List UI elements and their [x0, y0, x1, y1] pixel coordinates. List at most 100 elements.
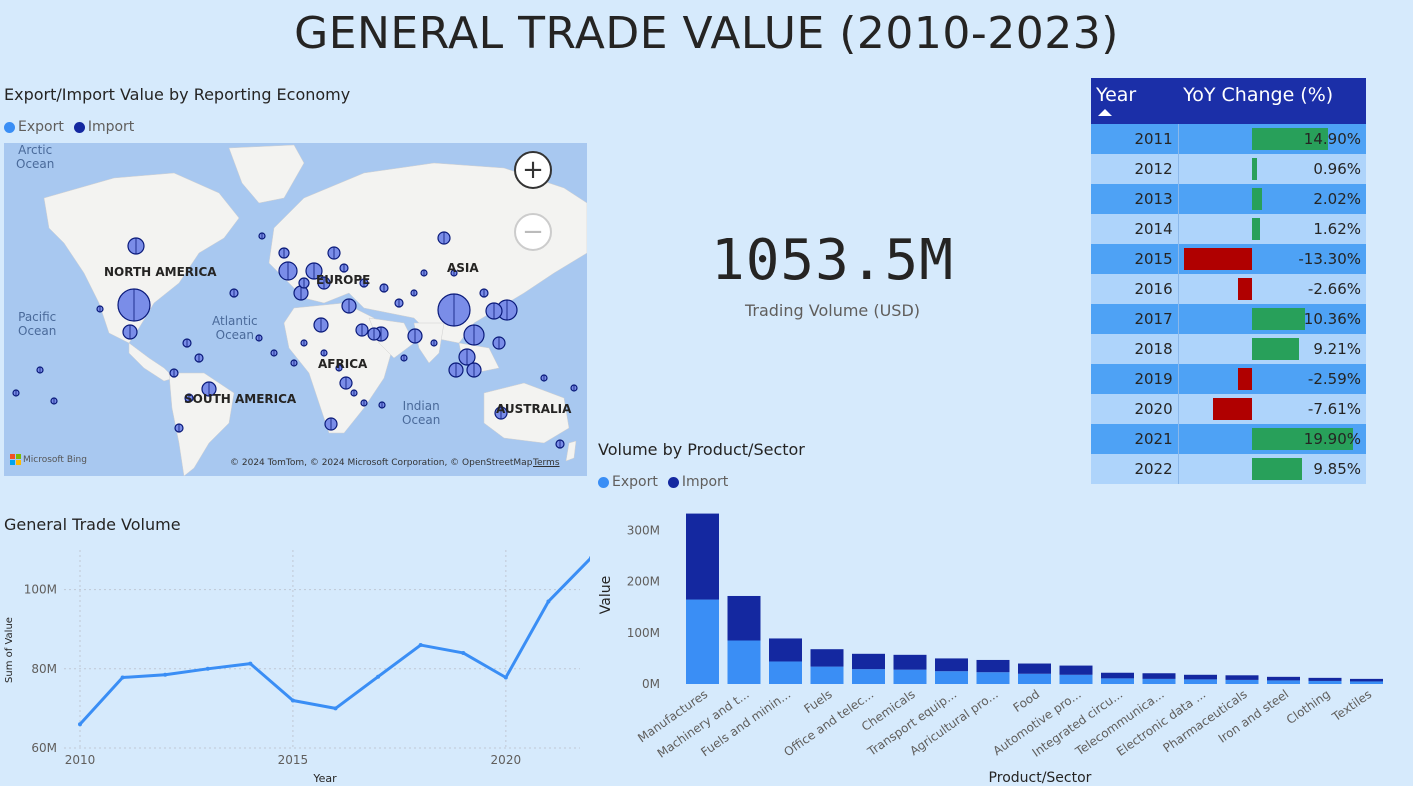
import-bar[interactable] [935, 658, 968, 672]
line-point[interactable] [78, 722, 82, 727]
yoy-table-row[interactable]: 2022 9.85% [1091, 454, 1366, 484]
bar-legend-import[interactable]: Import [667, 474, 728, 490]
yoy-change-cell: -2.59% [1178, 364, 1366, 394]
export-bar[interactable] [1350, 681, 1383, 684]
import-bar[interactable] [727, 595, 761, 641]
map-bubbles [12, 231, 578, 449]
bar-legend: Export Import [598, 474, 732, 490]
yoy-table-row[interactable]: 2013 2.02% [1091, 184, 1366, 214]
yoy-table-row[interactable]: 2021 19.90% [1091, 424, 1366, 454]
map-legend: Export Import [4, 119, 138, 135]
import-bar[interactable] [810, 649, 844, 667]
line-point[interactable] [248, 661, 253, 666]
line-point[interactable] [589, 556, 590, 560]
central-america-shape [128, 342, 175, 382]
positive-data-bar [1251, 338, 1299, 360]
line-point[interactable] [376, 674, 381, 679]
legend-export[interactable]: Export [4, 119, 64, 135]
trade-volume-line[interactable] [78, 556, 590, 726]
line-point[interactable] [333, 706, 338, 711]
year-cell: 2017 [1091, 304, 1179, 334]
export-bar[interactable] [810, 666, 844, 684]
yoy-table-row[interactable]: 2017 10.36% [1091, 304, 1366, 334]
export-bar[interactable] [935, 671, 968, 684]
map-attribution[interactable]: © 2024 TomTom, © 2024 Microsoft Corporat… [230, 458, 533, 468]
label-atlantic-ocean: Atlantic Ocean [212, 314, 258, 342]
positive-data-bar [1251, 218, 1260, 240]
map-title: Export/Import Value by Reporting Economy [4, 85, 351, 104]
import-bar[interactable] [769, 638, 802, 662]
yoy-table-row[interactable]: 2019 -2.59% [1091, 364, 1366, 394]
world-map[interactable]: Arctic Ocean NORTH AMERICA EUROPE ASIA P… [4, 143, 587, 476]
export-bar[interactable] [893, 669, 927, 684]
yoy-table-row[interactable]: 2020 -7.61% [1091, 394, 1366, 424]
terms-link[interactable]: Terms [533, 458, 560, 468]
sort-ascending-icon[interactable] [1098, 109, 1112, 116]
year-cell: 2018 [1091, 334, 1179, 364]
export-bar[interactable] [852, 669, 885, 684]
yoy-change-column-header[interactable]: YoY Change (%) [1178, 78, 1366, 124]
line-point[interactable] [461, 650, 466, 655]
bar-legend-export[interactable]: Export [598, 474, 658, 490]
year-cell: 2011 [1091, 124, 1179, 154]
import-bar[interactable] [1101, 672, 1134, 679]
line-point[interactable] [418, 643, 423, 648]
import-bar[interactable] [1142, 673, 1176, 679]
negative-data-bar [1183, 248, 1252, 270]
yoy-table-row[interactable]: 2016 -2.66% [1091, 274, 1366, 304]
import-bar[interactable] [1059, 665, 1093, 675]
import-bar[interactable] [893, 654, 927, 670]
positive-data-bar [1251, 458, 1303, 480]
export-bar[interactable] [976, 672, 1010, 684]
new-zealand-shape [565, 440, 577, 462]
line-point[interactable] [120, 675, 125, 680]
zoom-out-button[interactable]: − [514, 213, 552, 251]
yoy-table-row[interactable]: 2011 14.90% [1091, 124, 1366, 154]
bing-logo: Microsoft Bing [10, 454, 87, 465]
import-bar[interactable] [1184, 674, 1217, 680]
positive-data-bar [1251, 428, 1354, 450]
line-chart[interactable]: 60M 80M 100M 2010 2015 2020 Year Sum of Value [0, 540, 590, 786]
line-point[interactable] [163, 672, 168, 677]
import-bar[interactable] [1308, 677, 1342, 681]
import-bar[interactable] [852, 653, 885, 670]
line-point[interactable] [503, 675, 508, 680]
export-bar[interactable] [1225, 679, 1259, 684]
north-america-shape [43, 172, 240, 344]
yoy-table-row[interactable]: 2015 -13.30% [1091, 244, 1366, 274]
export-bar[interactable] [686, 599, 719, 684]
label-europe: EUROPE [316, 273, 371, 287]
map-canvas[interactable] [4, 143, 587, 476]
yoy-table[interactable]: Year YoY Change (%) 2011 14.90% 2012 0.96% 2… [1091, 78, 1366, 484]
export-bar[interactable] [1101, 678, 1134, 684]
import-bar[interactable] [1267, 676, 1300, 681]
import-bar[interactable] [1350, 678, 1383, 682]
line-point[interactable] [205, 666, 210, 671]
export-bar[interactable] [1142, 678, 1176, 684]
line-point[interactable] [290, 698, 295, 703]
export-bar[interactable] [1059, 674, 1093, 684]
import-bar[interactable] [686, 513, 719, 600]
export-bar[interactable] [727, 640, 761, 685]
yoy-table-row[interactable]: 2018 9.21% [1091, 334, 1366, 364]
import-bar[interactable] [976, 659, 1010, 673]
year-column-header[interactable]: Year [1091, 78, 1179, 124]
x-tick-label: 2010 [65, 753, 96, 767]
yoy-table-row[interactable]: 2012 0.96% [1091, 154, 1366, 184]
legend-import[interactable]: Import [73, 119, 134, 135]
category-label: Food [1011, 687, 1043, 715]
import-bar[interactable] [1225, 675, 1259, 680]
yoy-change-value: -7.61% [1307, 400, 1361, 418]
yoy-change-cell: 9.21% [1178, 334, 1366, 364]
import-bar[interactable] [1018, 663, 1051, 674]
line-point[interactable] [546, 599, 551, 604]
zoom-in-button[interactable]: + [514, 151, 552, 189]
export-bar[interactable] [769, 661, 802, 684]
export-bar[interactable] [1018, 673, 1051, 684]
export-bar[interactable] [1184, 679, 1217, 684]
yoy-table-row[interactable]: 2014 1.62% [1091, 214, 1366, 244]
europe-asia-shape [268, 162, 587, 344]
export-bar[interactable] [1267, 680, 1300, 684]
export-bar[interactable] [1308, 680, 1342, 684]
